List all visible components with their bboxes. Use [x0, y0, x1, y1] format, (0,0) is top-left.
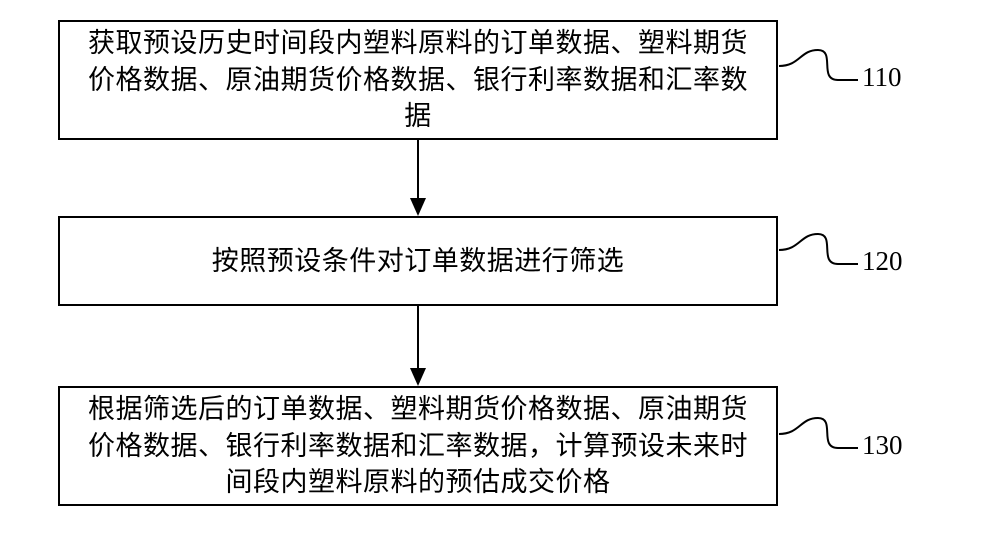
flowchart-canvas: 获取预设历史时间段内塑料原料的订单数据、塑料期货价格数据、原油期货价格数据、银行…: [0, 0, 1000, 556]
step-label-130: 130: [862, 430, 903, 461]
leader-curve-130: [0, 0, 1000, 556]
